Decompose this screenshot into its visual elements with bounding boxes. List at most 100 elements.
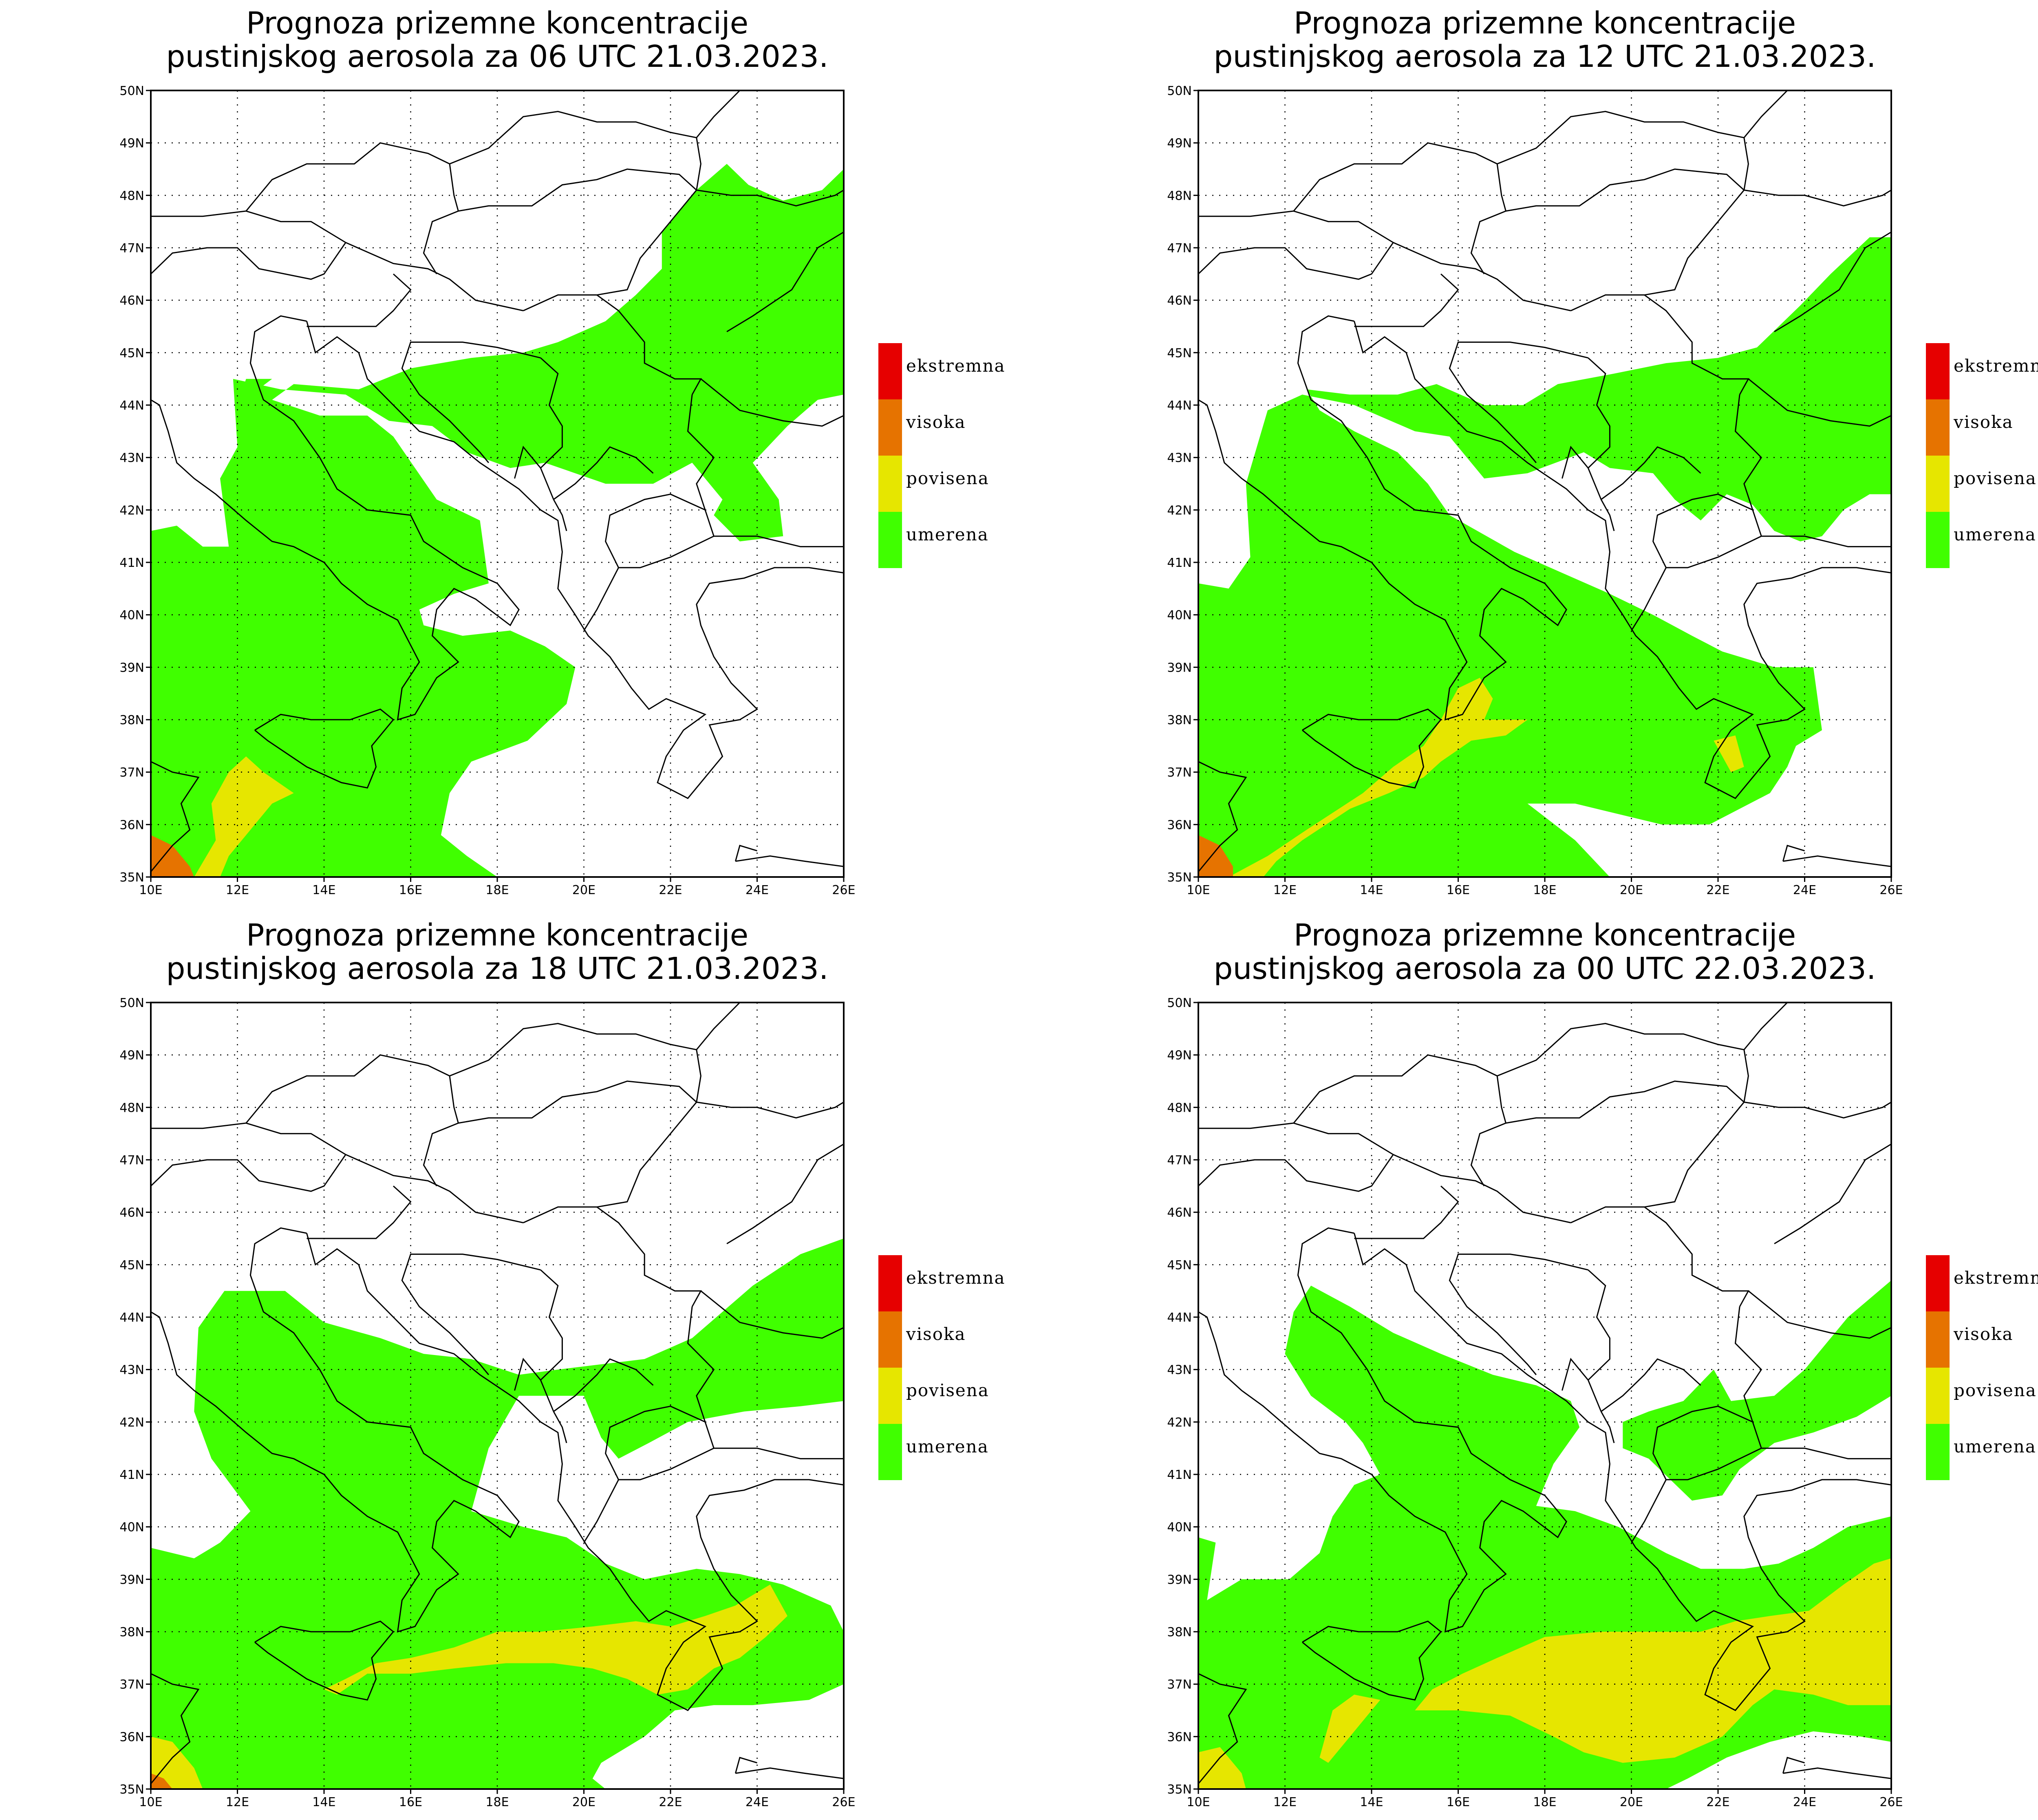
legend-swatch-povisena: [878, 1368, 902, 1424]
lat-tick-label: 44N: [1167, 1311, 1192, 1325]
region-povisena: [1319, 1694, 1381, 1763]
legend-swatch-umerena: [878, 512, 902, 568]
lon-tick-label: 22E: [1706, 1795, 1729, 1809]
forecast-panel-4: Prognoza prizemne koncentracijepustinjsk…: [1167, 918, 2038, 1809]
country-border: [714, 1448, 844, 1459]
region-povisena: [1229, 678, 1528, 877]
lon-tick-label: 24E: [1793, 1795, 1816, 1809]
lon-tick-label: 14E: [1360, 883, 1383, 897]
lon-tick-label: 12E: [226, 883, 249, 897]
lat-tick-label: 48N: [1167, 189, 1192, 203]
country-border: [245, 1054, 450, 1124]
country-border: [1761, 535, 1891, 547]
legend-swatch-umerena: [1926, 1424, 1950, 1480]
country-border: [714, 535, 844, 547]
lat-tick-label: 50N: [1167, 84, 1192, 98]
legend-swatch-ekstremna: [878, 343, 902, 399]
country-border: [583, 567, 619, 631]
lat-tick-label: 40N: [119, 1520, 144, 1535]
lat-tick-label: 38N: [119, 713, 144, 727]
panel-title-line1: Prognoza prizemne koncentracije: [1294, 918, 1796, 953]
coastline: [254, 1620, 395, 1701]
country-border: [1631, 567, 1667, 631]
country-border: [1570, 294, 1645, 311]
lat-tick-label: 41N: [1167, 556, 1192, 570]
lon-tick-label: 14E: [312, 883, 335, 897]
lat-tick-label: 49N: [119, 137, 144, 151]
legend-label-visoka: visoka: [1953, 412, 2014, 432]
map-area: [151, 90, 844, 877]
region-umerena: [151, 164, 844, 877]
lat-tick-label: 36N: [1167, 818, 1192, 832]
legend-label-povisena: povisena: [906, 1380, 989, 1400]
lon-tick-label: 18E: [485, 1795, 509, 1809]
coastline: [1198, 761, 1247, 873]
country-border: [1744, 189, 1891, 207]
lat-tick-label: 43N: [119, 451, 144, 465]
country-border: [1293, 1054, 1498, 1124]
lat-tick-label: 39N: [1167, 1573, 1192, 1587]
lat-tick-label: 42N: [119, 1415, 144, 1430]
lat-tick-label: 40N: [1167, 1520, 1192, 1535]
lon-tick-label: 16E: [399, 1795, 422, 1809]
lat-tick-label: 40N: [119, 608, 144, 623]
lon-tick-label: 22E: [1706, 883, 1729, 897]
lat-tick-label: 41N: [119, 556, 144, 570]
legend-label-visoka: visoka: [906, 412, 966, 432]
lat-tick-label: 46N: [119, 294, 144, 308]
lat-tick-label: 37N: [1167, 1678, 1192, 1692]
lon-tick-label: 12E: [226, 1795, 249, 1809]
country-border: [1588, 1269, 1610, 1381]
coastline: [151, 1673, 200, 1785]
legend: ekstremna visoka povisena umerena: [878, 1255, 1005, 1480]
region-visoka: [151, 835, 194, 877]
country-border: [583, 1479, 619, 1543]
lat-tick-label: 45N: [1167, 1258, 1192, 1272]
country-border: [423, 1075, 459, 1187]
lon-tick-label: 20E: [1620, 1795, 1643, 1809]
legend-label-ekstremna: ekstremna: [1954, 356, 2038, 376]
coastline: [734, 1756, 757, 1774]
country-border: [1774, 1144, 1891, 1245]
lat-tick-label: 41N: [1167, 1468, 1192, 1482]
legend-label-povisena: povisena: [1954, 1380, 2037, 1400]
lat-tick-label: 43N: [119, 1363, 144, 1377]
country-border: [1470, 1075, 1507, 1187]
region-povisena: [194, 756, 294, 877]
coastline: [1354, 321, 1891, 799]
country-border: [605, 494, 714, 568]
country-border: [1588, 357, 1610, 469]
lat-tick-label: 49N: [119, 1049, 144, 1063]
coastline: [1783, 1767, 1891, 1779]
region-umerena: [1623, 1280, 1891, 1501]
lat-tick-label: 49N: [1167, 137, 1192, 151]
country-border: [307, 1185, 412, 1239]
region-povisena: [1415, 1558, 1891, 1763]
legend-label-umerena: umerena: [1954, 524, 2036, 544]
lon-tick-label: 16E: [1447, 883, 1470, 897]
lat-tick-label: 43N: [1167, 451, 1192, 465]
lat-tick-label: 38N: [119, 1625, 144, 1639]
country-border: [1570, 1206, 1645, 1223]
country-border: [1449, 1254, 1588, 1375]
region-umerena: [1198, 237, 1891, 877]
country-border: [597, 1102, 697, 1208]
country-border: [696, 90, 741, 190]
legend-swatch-povisena: [1926, 1368, 1950, 1424]
lat-tick-label: 46N: [119, 1206, 144, 1220]
country-border: [458, 1080, 697, 1124]
country-border: [449, 1022, 697, 1077]
map-area: [151, 1003, 844, 1789]
country-border: [1748, 378, 1891, 427]
country-border: [1562, 1357, 1602, 1412]
region-povisena: [151, 1736, 203, 1789]
lat-tick-label: 44N: [1167, 399, 1192, 413]
country-border: [696, 1003, 741, 1102]
lon-tick-label: 22E: [659, 883, 682, 897]
coastline: [306, 321, 844, 799]
country-border: [540, 1269, 563, 1381]
country-border: [514, 1357, 554, 1412]
forecast-panel-1: Prognoza prizemne koncentracijepustinjsk…: [119, 6, 1004, 897]
lat-tick-label: 44N: [119, 399, 144, 413]
lon-tick-label: 26E: [1879, 883, 1903, 897]
